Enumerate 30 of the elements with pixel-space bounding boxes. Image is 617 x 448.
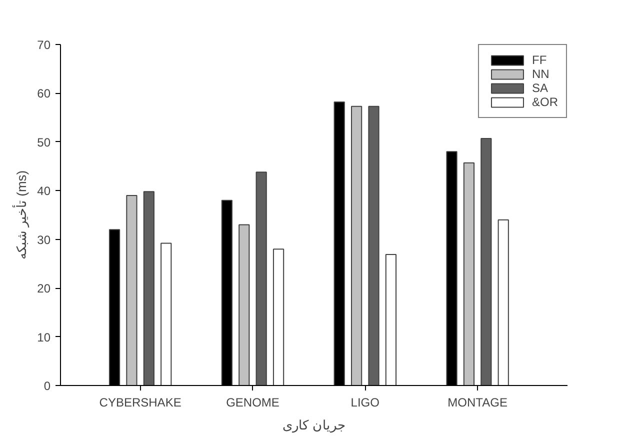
legend-label: FF bbox=[532, 53, 548, 67]
y-tick-label: 70 bbox=[37, 38, 51, 52]
x-tick-label: CYBERSHAKE bbox=[99, 396, 182, 410]
bar bbox=[143, 191, 154, 386]
bar bbox=[463, 162, 475, 386]
bar bbox=[256, 172, 267, 386]
x-tick-label: GENOME bbox=[226, 396, 280, 410]
bar bbox=[160, 242, 172, 386]
y-tick-label: 40 bbox=[37, 184, 51, 198]
bar bbox=[238, 224, 250, 386]
bar bbox=[126, 195, 138, 386]
legend-label: NN bbox=[532, 67, 550, 81]
y-tick-label: 50 bbox=[37, 135, 51, 150]
bar bbox=[498, 219, 509, 386]
bar bbox=[368, 106, 380, 386]
bar bbox=[350, 106, 362, 386]
y-tick-label: 0 bbox=[44, 379, 51, 393]
bar bbox=[385, 254, 397, 386]
y-axis-title: تأخیر شبکه (ms) bbox=[12, 170, 30, 260]
bar bbox=[480, 138, 492, 386]
y-tick-label: 20 bbox=[37, 282, 51, 296]
y-tick-label: 60 bbox=[37, 86, 51, 101]
y-tick-label: 30 bbox=[37, 232, 51, 247]
x-tick-label: MONTAGE bbox=[448, 396, 508, 410]
legend-label: &OR bbox=[532, 95, 558, 109]
legend-label: SA bbox=[532, 81, 549, 95]
y-tick-label: 10 bbox=[37, 330, 51, 344]
x-tick-label: LIGO bbox=[350, 396, 380, 410]
bar bbox=[272, 248, 284, 386]
x-axis-title: جریان کاری bbox=[282, 418, 346, 434]
